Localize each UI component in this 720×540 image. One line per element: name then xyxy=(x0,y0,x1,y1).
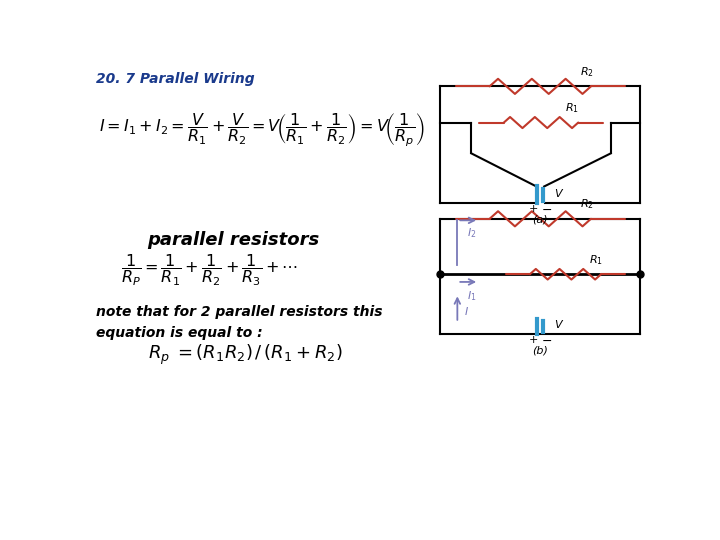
Text: V: V xyxy=(554,320,562,330)
Text: −: − xyxy=(542,335,552,348)
Text: +: + xyxy=(528,335,538,345)
Text: $R_p \;= (R_1 R_2) \,/\, (R_1 + R_2)$: $R_p \;= (R_1 R_2) \,/\, (R_1 + R_2)$ xyxy=(148,343,343,367)
Text: $\dfrac{1}{R_P} = \dfrac{1}{R_1} + \dfrac{1}{R_2} + \dfrac{1}{R_3} + \cdots$: $\dfrac{1}{R_P} = \dfrac{1}{R_1} + \dfra… xyxy=(121,253,298,288)
Text: $R_2$: $R_2$ xyxy=(580,197,594,211)
Text: $I_2$: $I_2$ xyxy=(467,226,476,240)
Text: $I_1$: $I_1$ xyxy=(467,289,476,303)
Text: (a): (a) xyxy=(533,214,548,224)
Text: $R_1$: $R_1$ xyxy=(590,253,603,267)
Text: −: − xyxy=(542,204,552,217)
Text: 20. 7 Parallel Wiring: 20. 7 Parallel Wiring xyxy=(96,72,255,86)
Text: note that for 2 parallel resistors this
equation is equal to :: note that for 2 parallel resistors this … xyxy=(96,305,383,340)
Text: (b): (b) xyxy=(532,345,548,355)
Text: +: + xyxy=(528,204,538,214)
Text: V: V xyxy=(554,189,562,199)
Text: $R_1$: $R_1$ xyxy=(565,101,579,115)
Text: $I$: $I$ xyxy=(464,305,469,317)
Text: $I = I_1 + I_2 = \dfrac{V}{R_1} + \dfrac{V}{R_2} = V\!\left(\dfrac{1}{R_1} + \df: $I = I_1 + I_2 = \dfrac{V}{R_1} + \dfrac… xyxy=(99,111,425,149)
Text: parallel resistors: parallel resistors xyxy=(148,231,320,248)
Text: $R_2$: $R_2$ xyxy=(580,65,594,79)
